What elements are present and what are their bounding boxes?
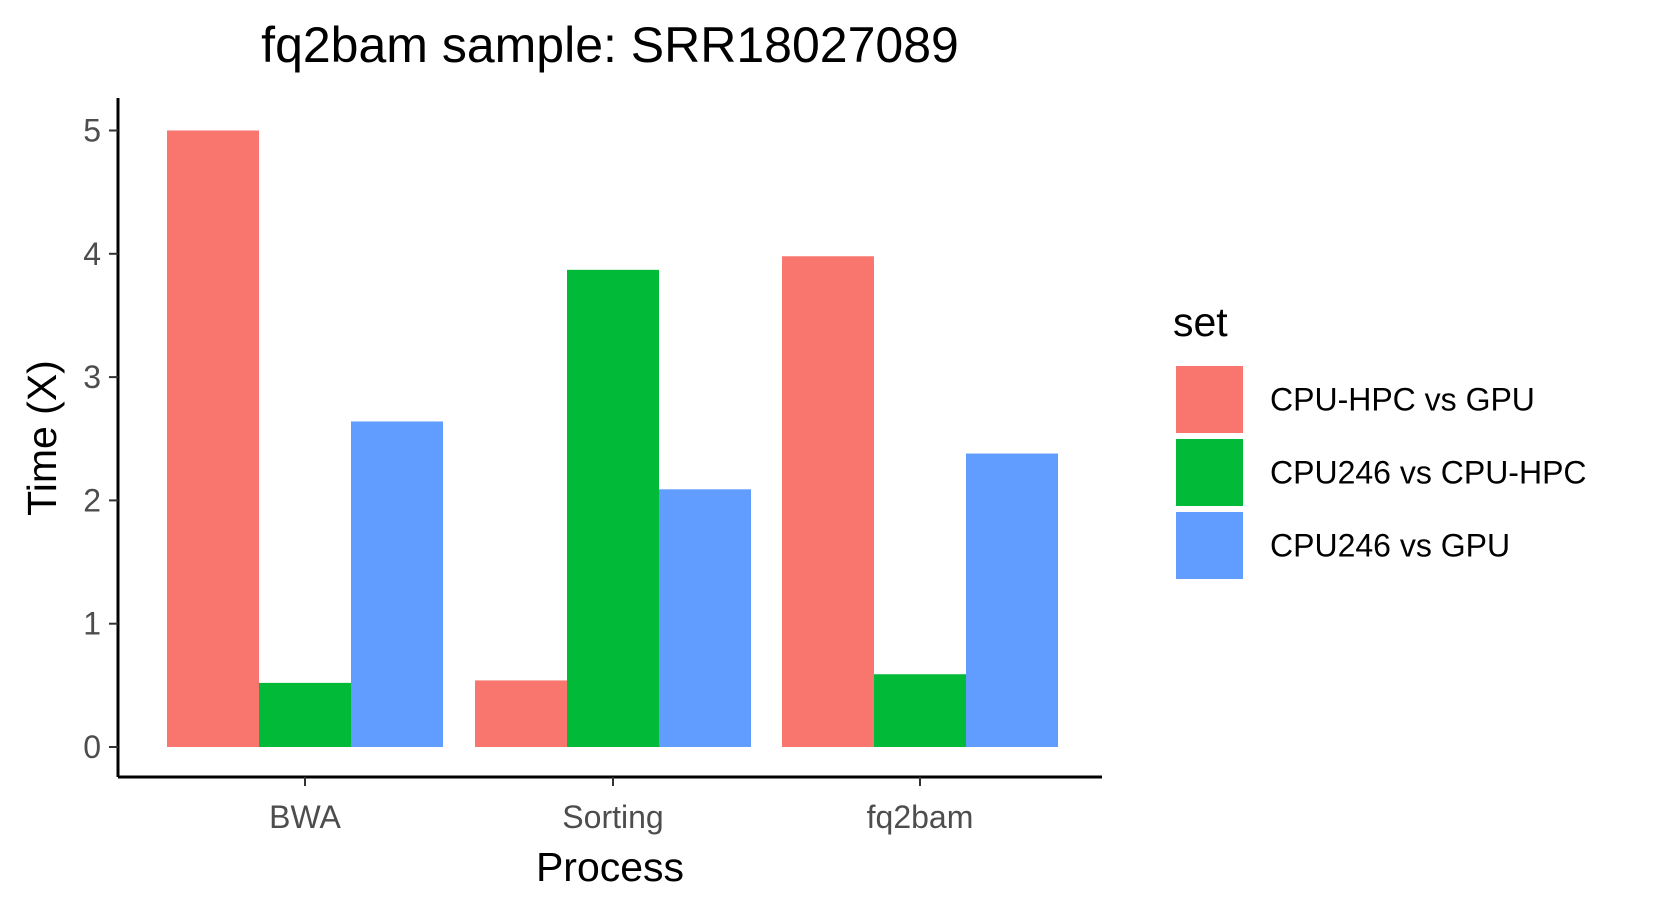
bar-sorting-series-1	[475, 680, 567, 747]
legend-label-series-2: CPU246 vs CPU-HPC	[1270, 455, 1587, 491]
bar-sorting-series-3	[659, 489, 751, 747]
x-tick-label: BWA	[269, 799, 341, 835]
legend-label-series-3: CPU246 vs GPU	[1270, 528, 1510, 564]
y-tick-label: 0	[83, 729, 101, 765]
legend-key-series-2	[1176, 439, 1243, 506]
bar-sorting-series-2	[567, 269, 659, 747]
bar-bwa-series-1	[167, 130, 259, 747]
legend-key-series-1	[1176, 366, 1243, 433]
y-tick-label: 4	[83, 236, 101, 272]
y-tick-label: 2	[83, 482, 101, 518]
x-tick-label: fq2bam	[867, 799, 974, 835]
bar-bwa-series-3	[351, 421, 443, 747]
bar-fq2bam-series-1	[782, 256, 874, 747]
chart-title: fq2bam sample: SRR18027089	[261, 17, 959, 73]
bar-fq2bam-series-2	[874, 674, 966, 747]
y-tick-label: 3	[83, 359, 101, 395]
y-tick-label: 1	[83, 606, 101, 642]
y-tick-label: 5	[83, 113, 101, 149]
y-ticks-group: 0 1 2 3 4 5	[83, 113, 118, 765]
bars-group	[167, 130, 1058, 747]
legend-key-series-3	[1176, 512, 1243, 579]
x-ticks-group: BWA Sorting fq2bam	[269, 777, 973, 835]
bar-bwa-series-2	[259, 682, 351, 747]
y-axis-title: Time (X)	[19, 360, 65, 516]
legend: set CPU-HPC vs GPU CPU246 vs CPU-HPC CPU24…	[1173, 299, 1587, 579]
x-tick-label: Sorting	[562, 799, 663, 835]
legend-label-series-1: CPU-HPC vs GPU	[1270, 382, 1535, 418]
legend-title: set	[1173, 299, 1228, 345]
bar-fq2bam-series-3	[966, 453, 1058, 747]
legend-items: CPU-HPC vs GPU CPU246 vs CPU-HPC CPU246 vs…	[1176, 366, 1587, 579]
x-axis-title: Process	[536, 844, 684, 890]
